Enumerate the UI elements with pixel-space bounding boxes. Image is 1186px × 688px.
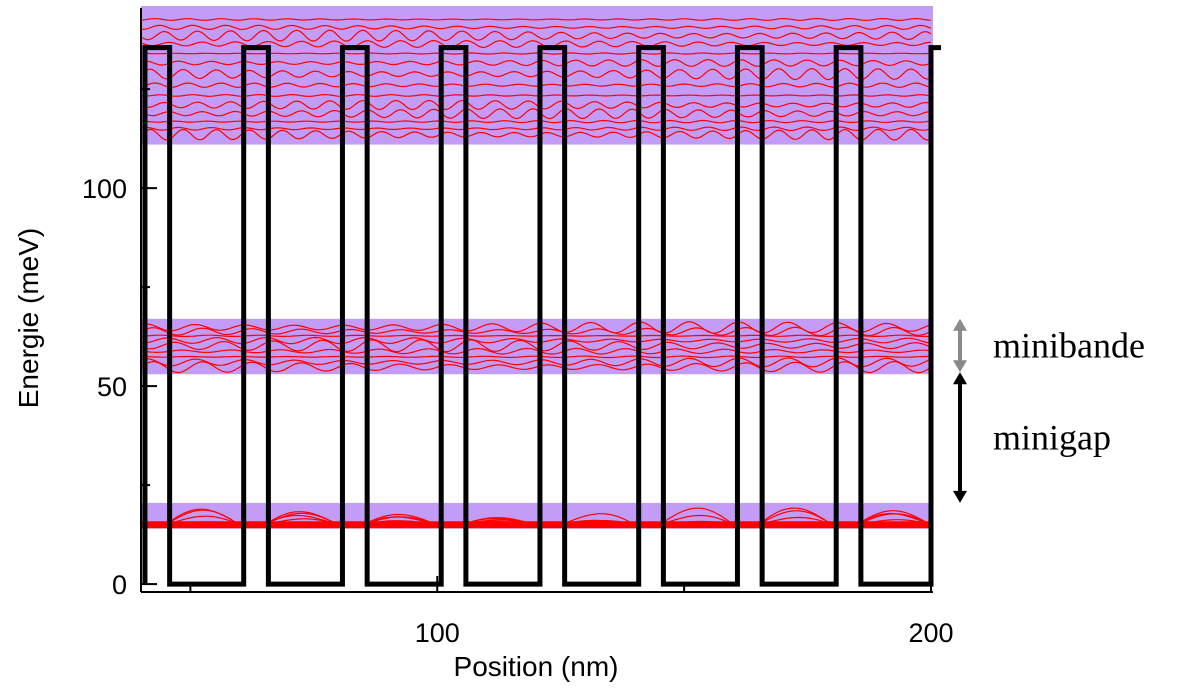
wavefunction-band3-level9 — [140, 59, 932, 67]
wavefunction-band2-level9 — [140, 321, 932, 334]
y-tick-label-50: 50 — [97, 372, 127, 402]
wavefunction-band3-level6 — [140, 93, 932, 97]
wavefunction-band3-level2 — [140, 126, 932, 132]
minibande-label: minibande — [993, 326, 1145, 366]
wavefunction-band2-level3 — [141, 355, 931, 359]
wavefunction-band3-level8 — [140, 68, 932, 81]
wavefunction-band2-level2 — [140, 357, 932, 368]
wavefunction-band3-level7 — [140, 82, 932, 88]
superlattice-potential-line — [142, 45, 941, 587]
wavefunction-band3-level5 — [140, 99, 932, 111]
y-tick-label-0: 0 — [112, 570, 127, 600]
axes-layer: 0 50 100 100 200 — [82, 8, 954, 648]
y-axis-title: Energie (meV) — [13, 228, 44, 409]
y-tick-label-100: 100 — [82, 174, 127, 204]
wavefunction-band3-level3 — [141, 119, 932, 124]
annotations-layer: minibande minigap — [953, 318, 1145, 503]
wavefunction-band3-level14 — [140, 17, 932, 22]
minigap-arrow-head-top — [953, 372, 967, 385]
wavefunctions-layer — [140, 17, 933, 529]
minibande-arrow-head-top — [953, 318, 967, 331]
wavefunction-band3-level1 — [140, 128, 932, 141]
x-tick-label-200: 200 — [908, 618, 953, 648]
wavefunction-band2-level8 — [140, 326, 932, 337]
wavefunction-band3-level4 — [140, 108, 931, 120]
wavefunction-band3-level13 — [140, 24, 932, 31]
wavefunction-band3-level11 — [140, 39, 931, 49]
minigap-label: minigap — [993, 418, 1111, 458]
wavefunction-band2-level7 — [140, 334, 932, 338]
wavefunction-band3-level10 — [141, 52, 932, 55]
wavefunction-band2-level5 — [140, 339, 932, 353]
minigap-arrow-head-bottom — [953, 490, 967, 503]
wavefunction-band2-level1 — [140, 360, 932, 374]
x-tick-label-100: 100 — [415, 618, 460, 648]
wavefunction-band2-level6 — [141, 336, 932, 345]
minibande-arrow-head-bottom — [953, 360, 967, 373]
x-axis-title: Position (nm) — [454, 651, 619, 682]
wavefunction-band2-level4 — [140, 347, 932, 355]
wavefunction-band3-level12 — [140, 29, 932, 42]
potential-layer — [142, 45, 941, 587]
